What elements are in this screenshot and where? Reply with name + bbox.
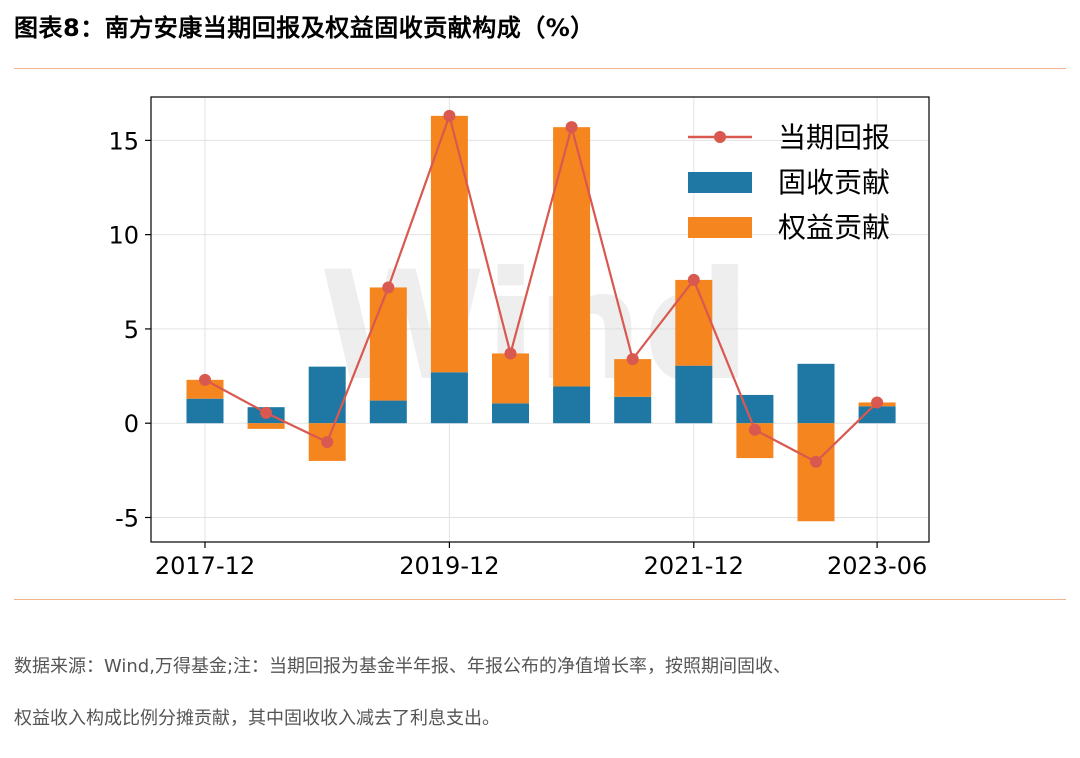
legend-swatch-fixed-income	[688, 172, 752, 193]
fixed-income-bar	[614, 396, 652, 424]
fixed-income-bar	[430, 372, 468, 424]
return-point	[810, 455, 822, 468]
return-point	[443, 109, 456, 122]
equity-bar	[430, 115, 468, 373]
fixed-income-bar	[492, 403, 529, 424]
return-point	[565, 121, 578, 134]
equity-bar	[247, 423, 285, 429]
bars	[186, 115, 896, 522]
return-line	[199, 109, 884, 468]
x-tick-label: 2023-06	[827, 552, 927, 580]
return-point	[504, 347, 517, 360]
x-tick-label: 2017-12	[155, 552, 255, 580]
source-note: 数据来源：Wind,万得基金;注：当期回报为基金半年报、年报公布的净值增长率，按…	[14, 628, 791, 758]
equity-bar	[614, 359, 652, 397]
source-note-line-1: 数据来源：Wind,万得基金;注：当期回报为基金半年报、年报公布的净值增长率，按…	[14, 656, 792, 677]
fixed-income-bar	[186, 398, 224, 424]
fixed-income-bar	[308, 366, 346, 424]
legend-swatch-equity	[688, 217, 752, 238]
y-tick-label: 5	[124, 316, 139, 344]
y-tick-label: 15	[108, 127, 139, 155]
legend-line-marker	[714, 131, 726, 143]
return-point	[199, 373, 211, 386]
axes: -5 0 5 10 15 2017-12 2019-12 2021-12 2023-06	[108, 127, 927, 580]
x-tick-label: 2019-12	[399, 552, 499, 580]
return-point	[382, 281, 395, 294]
legend-label-return: 当期回报	[778, 121, 890, 154]
equity-bar	[675, 279, 713, 366]
y-tick-label: 0	[124, 410, 139, 438]
title-divider	[14, 68, 1066, 69]
equity-bar	[797, 423, 835, 522]
equity-bar	[553, 127, 591, 387]
legend-label-fixed-income: 固收贡献	[778, 166, 890, 199]
return-polyline	[204, 112, 878, 464]
return-point	[687, 273, 700, 286]
return-point	[871, 396, 884, 409]
y-tick-label: -5	[115, 504, 139, 532]
x-tick-label: 2021-12	[644, 552, 744, 580]
legend-label-equity: 权益贡献	[778, 211, 890, 244]
fixed-income-bar	[797, 363, 835, 424]
fixed-income-bar	[553, 386, 591, 424]
equity-bar	[369, 287, 407, 401]
plot-frame	[150, 96, 930, 543]
source-note-line-2: 权益收入构成比例分摊贡献，其中固收收入减去了利息支出。	[14, 708, 500, 729]
return-point	[321, 436, 334, 449]
chart-title: 图表8：南方安康当期回报及权益固收贡献构成（%）	[14, 14, 595, 42]
return-point	[748, 423, 761, 436]
fixed-income-bar	[675, 365, 713, 424]
fixed-income-bar	[369, 400, 407, 424]
legend: 当期回报 固收贡献 权益贡献	[688, 121, 890, 244]
y-tick-label: 10	[108, 222, 139, 250]
return-point	[626, 353, 639, 366]
footer-divider	[14, 599, 1066, 600]
equity-bar	[492, 353, 529, 404]
return-point	[260, 406, 273, 419]
